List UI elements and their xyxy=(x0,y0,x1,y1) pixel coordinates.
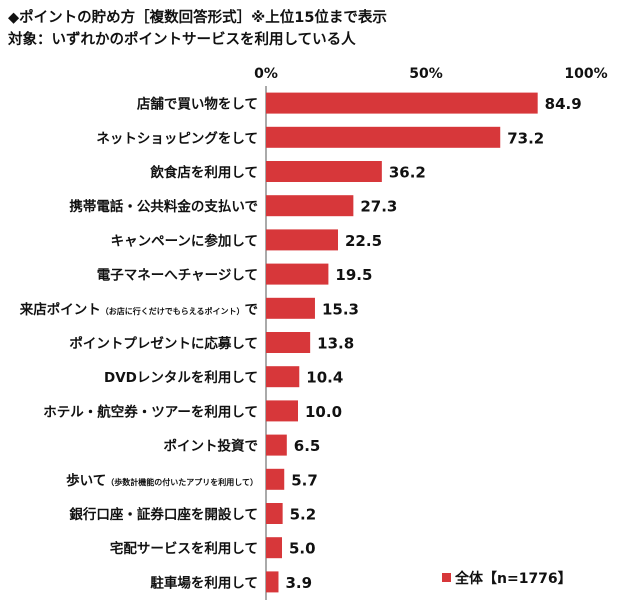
category-label: 駐車場を利用して xyxy=(150,574,258,591)
category-label-note: （お店に行くだけでもらえるポイント） xyxy=(101,306,245,316)
bar xyxy=(266,537,282,559)
category-label: 飲食店を利用して xyxy=(149,164,258,181)
value-label: 13.8 xyxy=(317,335,354,353)
value-label: 22.5 xyxy=(345,232,382,250)
bar xyxy=(266,366,300,388)
legend-marker xyxy=(442,573,451,582)
category-label-main: 来店ポイント xyxy=(19,301,101,318)
chart-subtitle: 対象：いずれかのポイントサービスを利用している人 xyxy=(8,32,356,48)
category-label: 電子マネーへチャージして xyxy=(97,267,258,284)
category-label-main: ホテル・航空券・ツアーを利用して xyxy=(43,403,258,420)
category-label-main: 携帯電話・公共料金の支払いで xyxy=(69,198,258,215)
bar xyxy=(266,229,338,251)
value-label: 10.0 xyxy=(305,403,342,421)
x-tick-label: 0% xyxy=(254,66,278,82)
category-label: 歩いて（歩数計機能の付いたアプリを利用して） xyxy=(66,472,258,489)
bar xyxy=(266,503,283,524)
x-tick-label: 100% xyxy=(564,66,607,82)
category-label-main: DVDレンタルを利用して xyxy=(104,369,258,386)
bar xyxy=(266,263,329,285)
value-label: 6.5 xyxy=(294,437,321,455)
value-label: 5.0 xyxy=(289,540,316,558)
value-label: 5.7 xyxy=(291,471,318,489)
category-label: 来店ポイント（お店に行くだけでもらえるポイント）で xyxy=(19,301,258,318)
bar xyxy=(266,400,298,422)
bar xyxy=(266,332,311,353)
category-label-main: 飲食店を利用して xyxy=(149,164,258,181)
category-label-main: 銀行口座・証券口座を開設して xyxy=(69,506,258,523)
category-label: ホテル・航空券・ツアーを利用して xyxy=(43,403,258,420)
category-label-main: 店舗で買い物をして xyxy=(137,96,258,113)
value-label: 84.9 xyxy=(545,95,582,113)
x-tick-label: 50% xyxy=(409,66,443,82)
category-label: ポイントプレゼントに応募して xyxy=(69,335,258,352)
legend-label: 全体【n=1776】 xyxy=(454,570,572,587)
value-label: 5.2 xyxy=(290,506,317,524)
bar xyxy=(266,92,538,114)
category-label: DVDレンタルを利用して xyxy=(104,369,258,386)
category-label-main: キャンペーンに参加して xyxy=(111,232,258,249)
category-label-main: 電子マネーへチャージして xyxy=(97,267,258,284)
category-label: ネットショッピングをして xyxy=(96,130,258,147)
category-label-main: 宅配サービスを利用して xyxy=(110,540,258,557)
bar xyxy=(266,468,285,490)
category-label-main: ネットショッピングをして xyxy=(96,130,258,147)
bar xyxy=(266,126,501,148)
category-label: 銀行口座・証券口座を開設して xyxy=(69,506,258,523)
category-label: 宅配サービスを利用して xyxy=(110,540,258,557)
category-label-note: （歩数計機能の付いたアプリを利用して） xyxy=(106,477,258,487)
bar xyxy=(266,195,354,217)
category-label-main: 駐車場を利用して xyxy=(150,574,258,591)
chart-title: ◆ポイントの貯め方［複数回答形式］※上位15位まで表示 xyxy=(8,10,387,26)
value-label: 19.5 xyxy=(335,266,372,284)
category-label-main: ポイントプレゼントに応募して xyxy=(69,335,258,352)
bar xyxy=(266,297,315,319)
value-label: 27.3 xyxy=(360,198,397,216)
bar xyxy=(266,161,382,182)
value-label: 15.3 xyxy=(322,300,359,318)
category-label-main: 歩いて xyxy=(66,472,106,489)
category-label: キャンペーンに参加して xyxy=(111,232,258,249)
value-label: 3.9 xyxy=(285,574,312,592)
bar xyxy=(266,434,287,456)
value-label: 73.2 xyxy=(507,129,544,147)
category-label: 携帯電話・公共料金の支払いで xyxy=(69,198,258,215)
category-label-tail: で xyxy=(245,302,259,318)
bar xyxy=(266,571,279,593)
category-label: 店舗で買い物をして xyxy=(137,96,258,113)
value-label: 36.2 xyxy=(389,164,426,182)
category-label: ポイント投資で xyxy=(164,438,259,455)
value-label: 10.4 xyxy=(306,369,343,387)
category-label-main: ポイント投資で xyxy=(164,438,259,455)
